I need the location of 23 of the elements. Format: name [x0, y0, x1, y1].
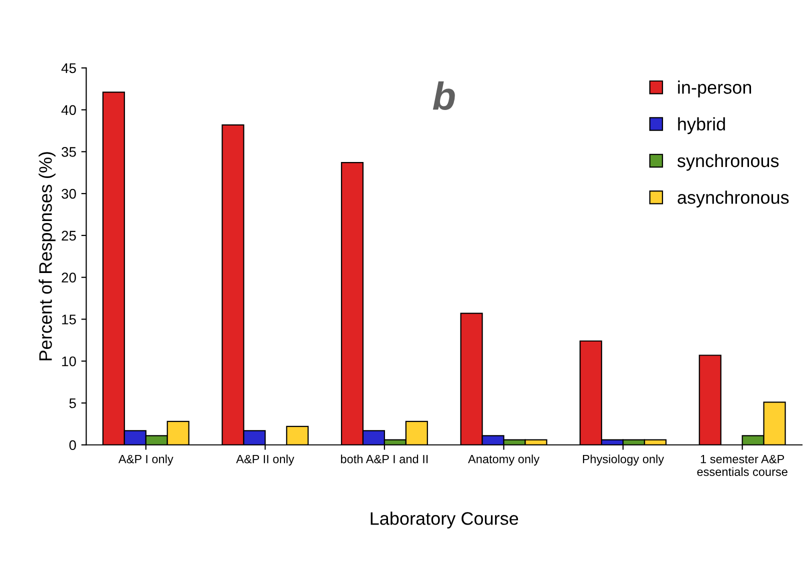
x-tick-label: Physiology only [582, 454, 664, 466]
x-tick-label: 1 semester A&P essentials course [697, 454, 788, 476]
y-tick-label: 40 [61, 105, 76, 115]
x-tick-label: both A&P I and II [341, 454, 428, 464]
x-tick-label: Anatomy only [468, 454, 540, 466]
y-tick-label: 35 [62, 147, 76, 157]
x-tick-label: A&P II only [236, 454, 294, 466]
y-tick-label: 25 [62, 230, 76, 241]
y-tick-label: 5 [69, 398, 76, 408]
y-tick-label: 20 [62, 272, 76, 283]
y-axis-title: Percent of Responses (%) [38, 152, 56, 360]
y-tick-label: 45 [61, 63, 76, 74]
legend-label: synchronous [677, 154, 779, 171]
y-tick-label: 15 [62, 314, 76, 324]
y-tick-label: 30 [62, 188, 76, 199]
y-tick-label: 10 [62, 356, 76, 366]
y-tick-label: 0 [69, 440, 76, 450]
x-tick-label: A&P I only [118, 454, 174, 466]
legend-label: hybrid [678, 117, 725, 134]
x-axis-title: Laboratory Course [370, 512, 518, 528]
legend-label: in-person [678, 80, 752, 98]
legend-label: asynchronous [678, 190, 789, 208]
chart-title: b [432, 81, 455, 110]
